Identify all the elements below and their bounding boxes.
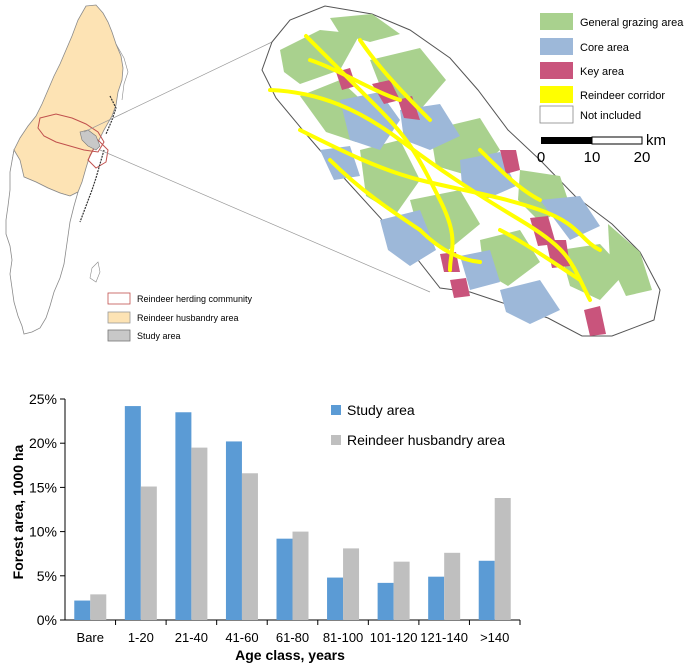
bar-husbandry-area [292, 531, 309, 620]
x-tick-label: >140 [480, 630, 509, 645]
legend-box-herding-community [107, 292, 131, 305]
x-tick-label: 1-20 [128, 630, 154, 645]
legend-label-study-area-series: Study area [347, 402, 415, 418]
x-tick-label: 101-120 [370, 630, 418, 645]
bar-husbandry-area [393, 561, 410, 620]
y-tick-label: 15% [29, 479, 57, 495]
legend-label-grazing: General grazing area [580, 17, 684, 29]
bar-study-area [74, 600, 91, 620]
bar-study-area [478, 560, 495, 620]
southern-sweden [5, 148, 79, 335]
legend-label-study-area: Study area [137, 331, 181, 341]
zoom-line-bottom [99, 149, 431, 293]
bar-study-area [124, 406, 141, 620]
sweden-map [5, 4, 129, 335]
scale-bar: km 0 10 20 [537, 132, 666, 166]
bar-chart: Forest area, 1000 ha Age class, years St… [10, 391, 521, 663]
scale-bar-black [541, 137, 592, 144]
bar-study-area [175, 412, 192, 620]
legend-box-core [540, 38, 573, 55]
scale-bar-white [591, 136, 643, 145]
norway-border-line [115, 43, 129, 101]
study-area-map [261, 5, 661, 337]
legend-box-corridor [540, 86, 573, 103]
chart-legend: Study area Reindeer husbandry area [331, 402, 505, 448]
legend-swatch-husbandry-area [331, 435, 341, 445]
legend-box-study-area [107, 329, 131, 342]
study-area-inset [79, 129, 101, 151]
x-tick-label: 41-60 [225, 630, 258, 645]
bar-husbandry-area [90, 594, 107, 620]
scale-tick-10: 10 [584, 149, 601, 166]
x-axis-title: Age class, years [235, 647, 345, 663]
bar-husbandry-area [343, 548, 360, 620]
legend-label-corridor: Reindeer corridor [580, 90, 665, 102]
bar-husbandry-area [444, 552, 461, 620]
scale-tick-20: 20 [634, 149, 651, 166]
map-legend-left: Reindeer herding community Reindeer husb… [107, 292, 253, 342]
scale-tick-0: 0 [537, 149, 545, 166]
bar-husbandry-area [140, 486, 157, 620]
bar-husbandry-area [191, 447, 208, 620]
legend-label-core: Core area [580, 42, 630, 54]
reindeer-husbandry-area [11, 4, 124, 197]
legend-label-not-included: Not included [580, 110, 641, 122]
legend-box-husbandry-area [107, 311, 131, 324]
legend-label-key: Key area [580, 66, 625, 78]
legend-swatch-study-area [331, 405, 341, 415]
legend-label-husbandry-area-series: Reindeer husbandry area [347, 432, 505, 448]
map-legend-right: General grazing area Core area Key area … [539, 13, 684, 124]
y-tick-label: 10% [29, 524, 57, 540]
legend-box-key [540, 62, 573, 79]
herding-community-boundary-east [87, 139, 109, 169]
legend-box-grazing [540, 13, 573, 30]
east-coast-dark [79, 149, 105, 223]
reindeer-corridors [268, 34, 602, 302]
x-tick-label: Bare [77, 630, 104, 645]
bar-study-area [377, 582, 394, 620]
y-tick-label: 25% [29, 391, 57, 407]
zoom-line-top [83, 41, 273, 133]
bar-husbandry-area [494, 498, 511, 620]
y-tick-label: 5% [37, 568, 57, 584]
north-coast-dark [105, 95, 117, 135]
x-tick-label: 121-140 [420, 630, 468, 645]
y-tick-label: 20% [29, 435, 57, 451]
x-tick-label: 61-80 [276, 630, 309, 645]
bar-husbandry-area [241, 473, 258, 620]
bar-study-area [428, 576, 445, 620]
bar-study-area [225, 441, 242, 620]
legend-box-not-included [539, 105, 574, 124]
x-tick-label: 81-100 [323, 630, 363, 645]
gotland-island [89, 261, 101, 283]
key-areas [336, 68, 606, 336]
scale-unit: km [646, 132, 666, 149]
y-axis-title: Forest area, 1000 ha [10, 444, 26, 579]
legend-label-husbandry-area: Reindeer husbandry area [137, 313, 239, 323]
bar-study-area [327, 577, 344, 620]
bar-study-area [276, 538, 293, 620]
y-tick-label: 0% [37, 612, 57, 628]
legend-label-herding-community: Reindeer herding community [137, 294, 253, 304]
x-tick-label: 21-40 [175, 630, 208, 645]
herding-community-boundary [37, 113, 105, 153]
